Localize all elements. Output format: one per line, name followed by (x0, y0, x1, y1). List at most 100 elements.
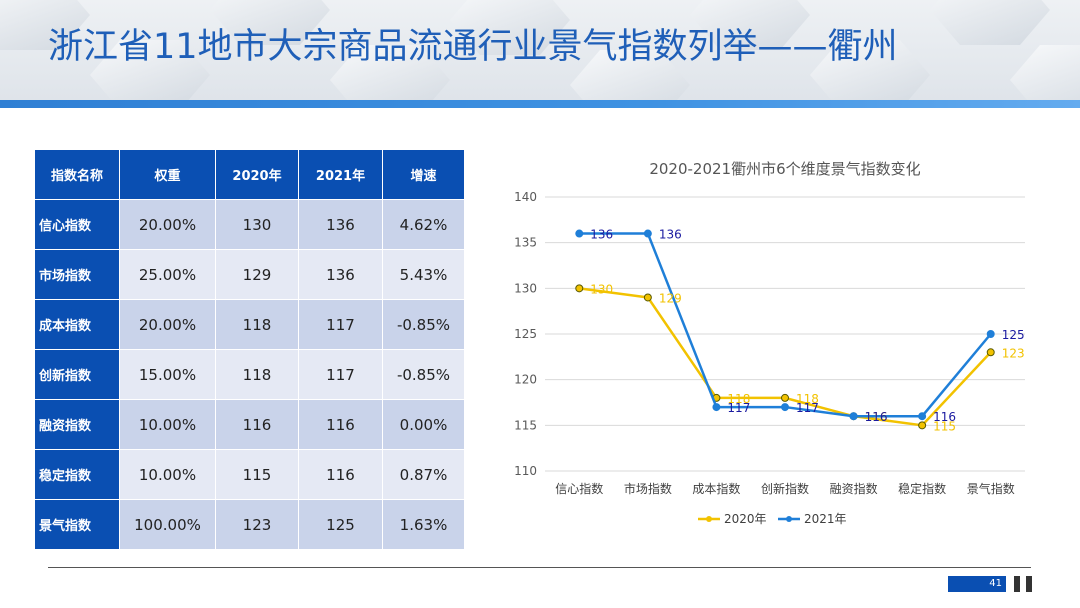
data-label: 130 (590, 282, 613, 296)
column-header: 增速 (382, 149, 465, 200)
data-label: 115 (933, 419, 956, 433)
value-2021-cell: 125 (298, 499, 383, 550)
x-tick-label: 稳定指数 (898, 481, 946, 496)
data-label: 123 (1002, 346, 1025, 360)
value-2020-cell: 123 (215, 499, 299, 550)
column-header: 2021年 (298, 149, 383, 200)
table-row: 稳定指数 10.00% 115 116 0.87% (34, 449, 465, 500)
series-line (579, 232, 992, 418)
table-row: 融资指数 10.00% 116 116 0.00% (34, 399, 465, 450)
value-2021-cell: 116 (298, 399, 383, 450)
x-tick-label: 市场指数 (624, 481, 672, 496)
y-tick-label: 130 (514, 281, 537, 295)
data-label: 136 (590, 228, 613, 242)
growth-cell: 5.43% (382, 249, 465, 300)
y-tick-label: 110 (514, 464, 537, 478)
y-tick-label: 125 (514, 327, 537, 341)
data-label: 118 (727, 392, 750, 406)
value-2021-cell: 116 (298, 449, 383, 500)
table-row: 信心指数 20.00% 130 136 4.62% (34, 199, 465, 250)
row-label: 稳定指数 (34, 449, 120, 500)
table-row: 成本指数 20.00% 118 117 -0.85% (34, 299, 465, 350)
growth-cell: 0.87% (382, 449, 465, 500)
weight-cell: 20.00% (119, 299, 216, 350)
value-2021-cell: 117 (298, 299, 383, 350)
legend-marker (706, 516, 712, 522)
row-label: 成本指数 (34, 299, 120, 350)
header-accent-bar (0, 100, 1080, 108)
growth-cell: 0.00% (382, 399, 465, 450)
legend-marker (786, 516, 792, 522)
x-tick-label: 融资指数 (830, 481, 878, 496)
line-chart: 2020-2021衢州市6个维度景气指数变化 110 115 120 125 130 135… (514, 160, 1025, 526)
data-label: 136 (659, 228, 682, 242)
header-banner: 浙江省11地市大宗商品流通行业景气指数列举——衢州 (0, 0, 1080, 100)
growth-cell: -0.85% (382, 299, 465, 350)
table-header-row: 指数名称 权重 2020年 2021年 增速 (34, 149, 465, 200)
weight-cell: 100.00% (119, 499, 216, 550)
data-label: 116 (933, 410, 956, 424)
data-label: 117 (796, 401, 819, 415)
data-point (918, 412, 927, 421)
data-label: 118 (796, 392, 819, 406)
row-label: 市场指数 (34, 249, 120, 300)
page-number: 41 (948, 576, 1006, 592)
column-header: 指数名称 (34, 149, 120, 200)
value-2020-cell: 118 (215, 299, 299, 350)
row-label: 创新指数 (34, 349, 120, 400)
table-row: 景气指数 100.00% 123 125 1.63% (34, 499, 465, 550)
legend-label: 2021年 (804, 512, 847, 526)
value-2020-cell: 130 (215, 199, 299, 250)
value-2020-cell: 115 (215, 449, 299, 500)
data-point (781, 403, 789, 412)
growth-cell: 4.62% (382, 199, 465, 250)
value-2020-cell: 118 (215, 349, 299, 400)
data-point (986, 330, 995, 338)
value-2020-cell: 116 (215, 399, 299, 450)
data-point (575, 284, 584, 293)
y-tick-label: 135 (514, 236, 537, 250)
row-label: 景气指数 (34, 499, 120, 550)
hex-decoration (930, 0, 1050, 45)
weight-cell: 10.00% (119, 399, 216, 450)
y-tick-label: 120 (514, 373, 537, 387)
value-2021-cell: 136 (298, 249, 383, 300)
data-point (849, 412, 858, 421)
data-point (643, 293, 652, 302)
x-tick-label: 景气指数 (967, 481, 1015, 496)
growth-cell: 1.63% (382, 499, 465, 550)
page-mark-bar (1014, 576, 1020, 592)
page-title: 浙江省11地市大宗商品流通行业景气指数列举——衢州 (48, 27, 898, 67)
table-row: 创新指数 15.00% 118 117 -0.85% (34, 349, 465, 400)
page-mark-bar (1026, 576, 1032, 592)
weight-cell: 10.00% (119, 449, 216, 500)
x-tick-label: 创新指数 (761, 481, 809, 496)
data-label: 125 (1002, 328, 1025, 342)
legend-label: 2020年 (724, 512, 767, 526)
value-2020-cell: 129 (215, 249, 299, 300)
x-tick-label: 成本指数 (692, 481, 740, 496)
data-point (781, 393, 789, 402)
value-2021-cell: 117 (298, 349, 383, 400)
weight-cell: 15.00% (119, 349, 216, 400)
row-label: 信心指数 (34, 199, 120, 250)
data-point (986, 348, 995, 357)
footer-divider (48, 567, 1031, 568)
column-header: 2020年 (215, 149, 299, 200)
table-row: 市场指数 25.00% 129 136 5.43% (34, 249, 465, 300)
data-label: 116 (865, 410, 888, 424)
data-point (643, 229, 652, 238)
y-tick-label: 115 (514, 418, 537, 432)
data-label: 117 (727, 401, 750, 415)
value-2021-cell: 136 (298, 199, 383, 250)
x-tick-label: 信心指数 (555, 481, 603, 496)
index-table: 指数名称 权重 2020年 2021年 增速 信心指数 20.00% 130 1… (34, 149, 465, 550)
hex-decoration (1010, 45, 1080, 100)
data-point (918, 421, 927, 430)
growth-cell: -0.85% (382, 349, 465, 400)
data-label: 116 (865, 410, 888, 424)
line-chart-container: 2020-2021衢州市6个维度景气指数变化 110 115 120 125 130 135… (500, 140, 1060, 540)
y-tick-label: 140 (514, 190, 537, 204)
row-label: 融资指数 (34, 399, 120, 450)
data-label: 129 (659, 291, 682, 305)
